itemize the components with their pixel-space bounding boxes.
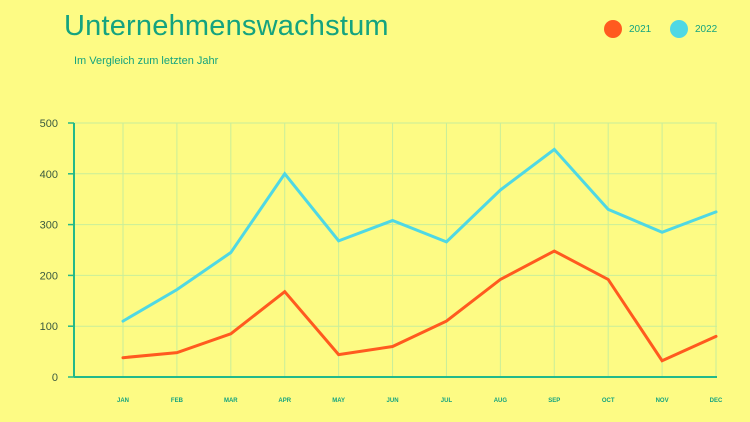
legend-item-2022: 2022 — [670, 20, 717, 38]
legend-label-2021: 2021 — [629, 23, 652, 35]
series-line-2022 — [121, 147, 718, 323]
y-tick-label: 200 — [40, 270, 58, 282]
x-tick-label: JUL — [441, 398, 453, 404]
x-tick-label: MAR — [224, 398, 238, 404]
y-tick-label: 300 — [40, 220, 58, 232]
y-tick-label: 500 — [40, 118, 58, 130]
legend-item-2021: 2021 — [604, 20, 651, 38]
y-tick-label: 100 — [40, 321, 58, 333]
series-line-2021 — [121, 249, 718, 363]
x-tick-label: OCT — [602, 398, 615, 404]
legend-label-2022: 2022 — [695, 23, 718, 35]
x-tick-label: SEP — [548, 398, 560, 404]
x-tick-label: NOV — [656, 398, 669, 404]
chart-subtitle: Im Vergleich zum letzten Jahr — [74, 55, 219, 67]
x-tick-label: JUN — [387, 398, 399, 404]
x-tick-label: FEB — [171, 398, 184, 404]
legend-swatch-2021 — [604, 20, 622, 38]
x-tick-label: AUG — [494, 398, 508, 404]
chart-title: Unternehmenswachstum — [64, 10, 389, 42]
x-tick-label: DEC — [710, 398, 723, 404]
y-tick-label: 400 — [40, 169, 58, 181]
x-tick-label: APR — [278, 398, 291, 404]
x-tick-label: MAY — [332, 398, 345, 404]
x-tick-label: JAN — [117, 398, 129, 404]
y-tick-label: 0 — [52, 372, 58, 384]
legend-swatch-2022 — [670, 20, 688, 38]
